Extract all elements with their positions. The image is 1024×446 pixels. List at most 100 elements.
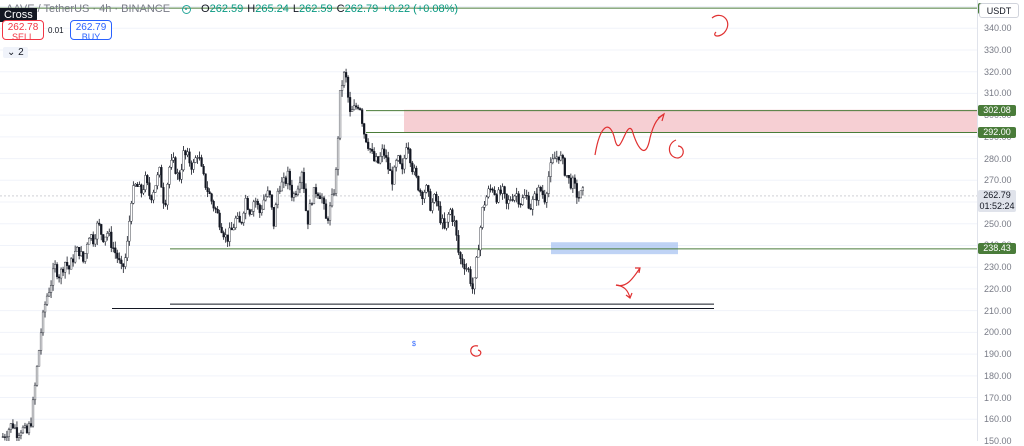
candle-body: [427, 185, 430, 192]
candle-body: [473, 277, 476, 290]
candle-body: [555, 156, 558, 159]
candle-body: [338, 90, 342, 139]
candle-body: [298, 182, 302, 190]
candle-body: [90, 234, 93, 239]
price-axis[interactable]: [977, 0, 1024, 441]
candle-body: [226, 234, 229, 242]
candle-body: [577, 197, 580, 199]
candle-body: [47, 292, 51, 297]
candle-body: [571, 177, 574, 189]
candle-body: [268, 190, 271, 195]
candle-body: [166, 184, 169, 206]
candle-body: [198, 157, 201, 159]
candle-body: [397, 155, 400, 161]
candle-body: [551, 158, 554, 163]
candle-body: [196, 157, 199, 159]
candle-body: [425, 185, 428, 193]
candle-body: [9, 423, 13, 430]
candle-body: [553, 157, 556, 160]
candle-body: [467, 268, 470, 270]
candle-body: [240, 222, 243, 224]
candle-body: [1, 436, 4, 438]
candle-body: [411, 162, 414, 173]
candle-body: [11, 423, 15, 429]
dollar-marker: $: [412, 341, 416, 348]
candle-body: [100, 224, 103, 235]
candle-body: [86, 243, 89, 254]
candle-body: [146, 175, 149, 184]
candle-body: [413, 167, 416, 173]
candle-body: [533, 193, 536, 200]
price-tick: 280.00: [984, 153, 1012, 164]
candle-body: [204, 173, 207, 188]
candle-body: [353, 105, 356, 110]
candle-body: [346, 76, 350, 98]
candle-body: [256, 200, 259, 205]
candle-body: [126, 240, 129, 258]
price-tick: 210.00: [984, 305, 1012, 316]
zigzag-up-annotation[interactable]: [594, 113, 665, 156]
candle-body: [228, 227, 231, 242]
candle-body: [387, 157, 390, 170]
sell-label: SELL: [11, 32, 35, 42]
indicators-toggle[interactable]: ⌄ 2: [3, 47, 28, 58]
candle-countdown: 01:52:24: [979, 201, 1015, 212]
candle-body: [373, 151, 376, 162]
candle-body: [148, 182, 151, 196]
candle-body: [64, 262, 67, 273]
candle-body: [284, 177, 287, 184]
candle-body: [112, 247, 115, 249]
symbol-title[interactable]: AAVE / TetherUS · 4h · BINANCE: [6, 3, 171, 15]
ohlc-item: +0.22 (+0.08%): [382, 3, 462, 15]
currency-selector[interactable]: USDT: [979, 3, 1019, 18]
candle-body: [150, 195, 153, 201]
candle-body: [569, 177, 572, 189]
candle-body: [579, 190, 582, 199]
candle-body: [53, 264, 57, 270]
low-curl-annotation[interactable]: [470, 345, 482, 357]
bounce-arrow-down-annotation[interactable]: [615, 284, 633, 299]
candle-body: [565, 175, 568, 177]
candle-body: [527, 195, 530, 209]
candle-body: [182, 150, 185, 171]
candle-body: [208, 191, 211, 194]
candle-body: [3, 436, 7, 438]
market-status-icon[interactable]: [182, 4, 192, 14]
candle-body: [531, 199, 534, 210]
candle-body: [401, 163, 404, 170]
squiggle-top-annotation[interactable]: [711, 14, 729, 37]
arrowhead-up-annotation[interactable]: [657, 112, 666, 122]
candle-body: [172, 157, 175, 161]
price-tick: 200.00: [984, 327, 1012, 338]
candle-body: [407, 147, 410, 150]
candle-body: [222, 232, 225, 238]
candle-body: [232, 227, 235, 231]
buy-button[interactable]: 262.79 BUY: [70, 20, 112, 42]
candle-body: [162, 187, 165, 204]
curl-annotation[interactable]: [668, 139, 684, 159]
annotation-drawings[interactable]: $: [412, 14, 729, 357]
candle-body: [312, 187, 316, 205]
candle-body: [409, 149, 412, 164]
candle-body: [423, 192, 426, 200]
candle-body: [202, 166, 205, 174]
candle-body: [561, 155, 564, 159]
candle-body: [389, 169, 392, 171]
candle-body: [459, 252, 462, 259]
candle-body: [375, 156, 378, 162]
sell-button[interactable]: 262.78 SELL: [2, 20, 44, 42]
candle-body: [82, 251, 85, 262]
candle-body: [547, 176, 550, 194]
candle-body: [503, 186, 506, 195]
candle-body: [138, 184, 141, 187]
price-tick: 310.00: [984, 88, 1012, 99]
candle-body: [357, 106, 360, 109]
cross-tooltip: Cross: [0, 8, 37, 22]
candle-body: [250, 211, 253, 215]
bounce-arrow-up-annotation[interactable]: [615, 267, 641, 287]
candle-body: [170, 160, 173, 168]
candle-body: [200, 157, 203, 167]
candle-body: [383, 148, 386, 156]
candle-body: [37, 350, 41, 367]
